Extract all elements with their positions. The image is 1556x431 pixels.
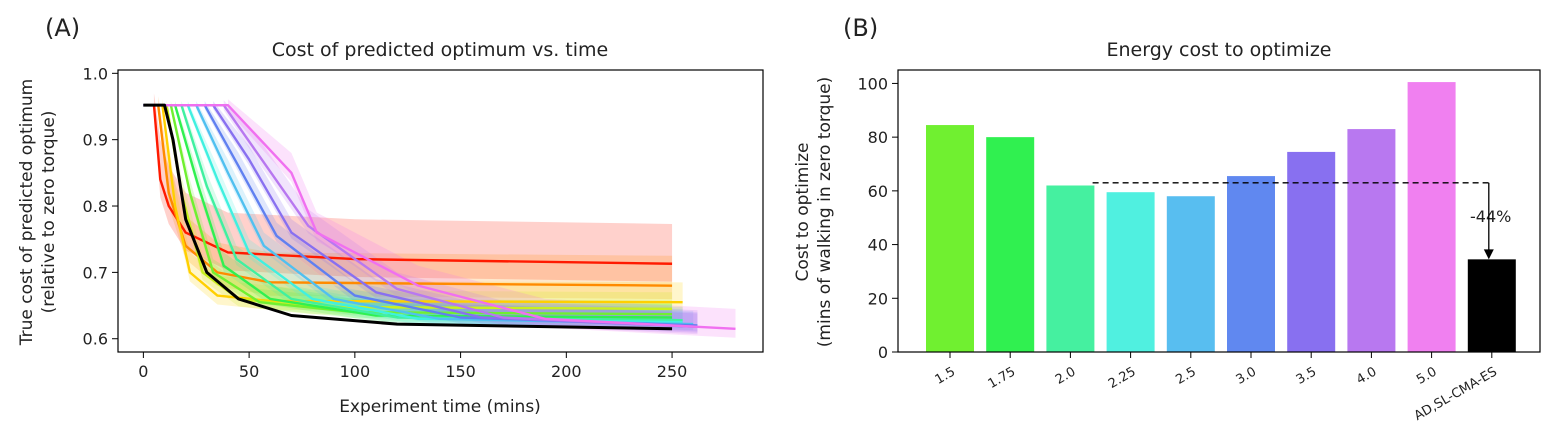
series-band-12 [227,99,736,338]
series-line-13 [143,103,673,331]
bar-3.0 [1227,176,1275,352]
series-band-0 [153,93,673,282]
chart-b-ylabel-line1: Cost to optimize [793,143,813,282]
x-tick-label: 3.0 [1234,364,1259,387]
y-tick-label: 0.6 [83,330,108,349]
chart-b-plot: 1.5 1.75 2.0 2.25 2.5 3.0 3.5 4.0 5.0AD,SL-CMA-E… [857,69,1541,424]
bar-AD,SL-CMA-ES [1467,259,1516,352]
x-tick-label: 2.0 [1053,364,1078,387]
y-tick-label: 100 [857,74,888,93]
bar-1.5 [926,125,974,352]
y-tick-label: 0.7 [83,263,108,282]
bar-2.25 [1106,192,1155,352]
x-tick-label: 2.5 [1173,364,1198,387]
y-tick-label: 0.9 [83,131,108,150]
x-tick-label: 3.5 [1294,364,1319,387]
y-tick-label: 0.8 [83,197,108,216]
panel-b-label: (B) [843,14,878,42]
x-tick-label: 0 [138,362,148,381]
reduction-annotation: -44% [1470,207,1511,226]
x-tick-label: 2.25 [1106,364,1139,391]
y-tick-label: 20 [868,289,888,308]
chart-a-title: Cost of predicted optimum vs. time [272,39,608,61]
bar-2.5 [1166,196,1215,352]
y-tick-label: 40 [868,236,888,255]
chart-a-ylabel-line2: (relative to zero torque) [39,111,59,314]
bar-1.75 [986,137,1035,352]
chart-a-plot: 0 50 100 150 200 250 0.6 0.7 0.8 0.9 1.0 [83,64,764,381]
x-tick-label: 150 [445,362,476,381]
x-tick-label: 1.75 [986,364,1019,391]
y-tick-label: 0 [878,343,888,362]
y-tick-label: 80 [868,128,888,147]
series-line-12 [143,103,736,330]
chart-b-frame [897,69,1541,353]
x-tick-label: 200 [551,362,582,381]
x-tick-label: 250 [657,362,688,381]
bar-4.0 [1347,129,1396,352]
chart-a-frame [117,69,764,353]
x-tick-label: 5.0 [1414,364,1439,387]
x-tick-label: 1.5 [933,364,958,387]
bar-3.5 [1287,151,1336,352]
bar-2.0 [1046,185,1095,352]
chart-a-xlabel: Experiment time (mins) [339,397,541,417]
bar-5.0 [1407,82,1456,352]
arrow-head-icon [1483,249,1494,260]
series-band-3 [166,100,673,317]
chart-b-title: Energy cost to optimize [1107,39,1332,61]
x-tick-label: 4.0 [1354,364,1379,387]
y-tick-label: 60 [868,182,888,201]
x-tick-label: 100 [340,362,371,381]
panel-a-label: (A) [45,14,80,42]
series-band-2 [162,99,683,312]
y-tick-label: 1.0 [83,64,108,83]
chart-a-ylabel-line1: True cost of predicted optimum [17,79,37,347]
x-tick-label: 50 [239,362,259,381]
chart-b-ylabel-line2: (mins of walking in zero torque) [815,77,835,347]
series-band-11 [223,100,698,335]
